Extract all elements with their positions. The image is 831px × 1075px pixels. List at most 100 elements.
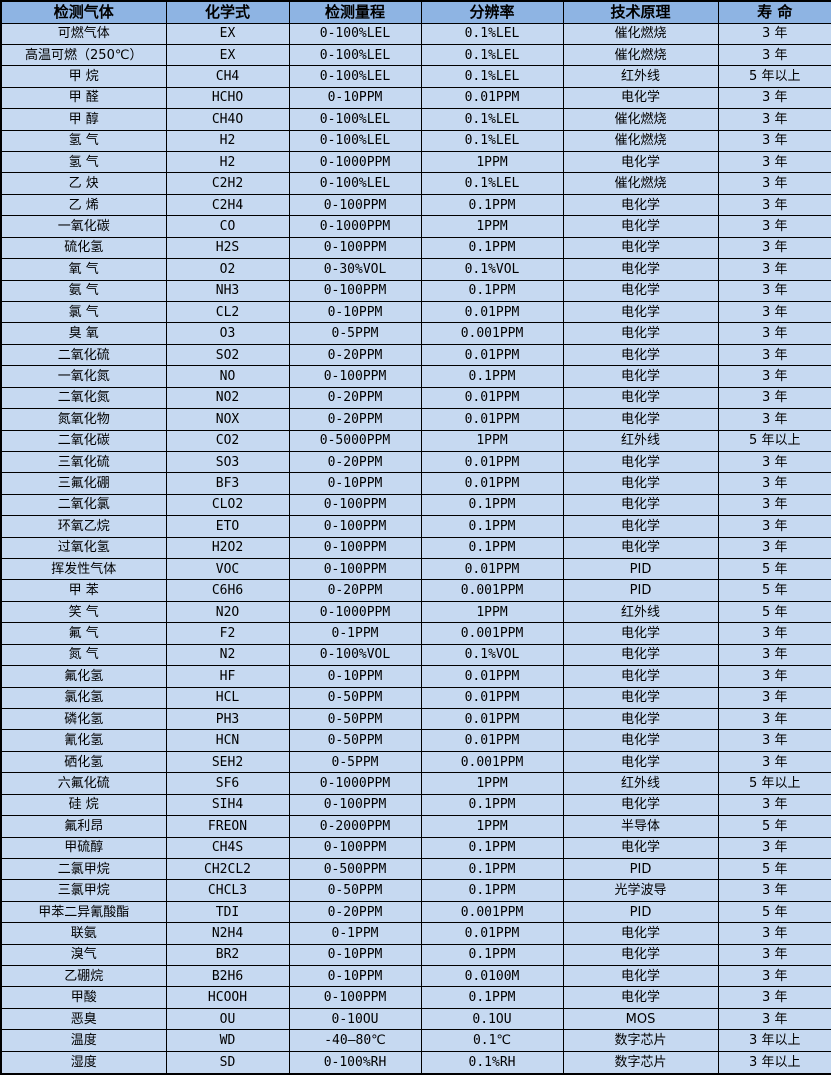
table-cell: 数字芯片: [562, 1050, 719, 1075]
table-cell: 0.01PPM: [420, 729, 564, 752]
table-cell: O2: [165, 258, 290, 281]
table-cell: 3 年: [717, 408, 831, 431]
table-cell: 3 年以上: [717, 1029, 831, 1052]
table-cell: 红外线: [562, 65, 719, 88]
table-row: 溴气 BR2 0-10PPM 0.1PPM 电化学 3 年: [0, 943, 831, 967]
table-cell: 0-5000PPM: [288, 429, 422, 452]
table-cell: 一氧化碳: [0, 215, 167, 238]
table-cell: 二氯甲烷: [0, 857, 167, 881]
table-cell: 3 年: [717, 22, 831, 45]
table-cell: 0-100PPM: [288, 836, 422, 859]
table-cell: CH4: [165, 65, 290, 88]
table-cell: 3 年: [717, 450, 831, 474]
table-cell: 5 年: [717, 579, 831, 602]
table-cell: 臭 氧: [0, 322, 167, 345]
table-cell: 0-1000PPM: [288, 772, 422, 795]
table-cell: 5 年以上: [717, 772, 831, 795]
table-cell: 电化学: [562, 729, 719, 752]
table-cell: 0-100PPM: [288, 515, 422, 538]
table-cell: 0-2000PPM: [288, 815, 422, 838]
table-row: 二氧化硫 SO2 0-20PPM 0.01PPM 电化学 3 年: [0, 343, 831, 367]
table-cell: 电化学: [562, 707, 719, 731]
table-cell: 3 年: [717, 707, 831, 731]
table-cell: 电化学: [562, 322, 719, 345]
table-cell: 环氧乙烷: [0, 515, 167, 538]
table-cell: 0-100%VOL: [288, 643, 422, 667]
table-cell: SIH4: [165, 793, 290, 817]
table-cell: 0-20PPM: [288, 579, 422, 602]
table-cell: ETO: [165, 515, 290, 538]
table-cell: 电化学: [562, 215, 719, 238]
table-cell: 3 年: [717, 793, 831, 817]
table-cell: FREON: [165, 815, 290, 838]
table-cell: 3 年: [717, 43, 831, 67]
table-cell: 0-10PPM: [288, 943, 422, 967]
table-cell: 5 年以上: [717, 65, 831, 88]
table-cell: 0-5PPM: [288, 322, 422, 345]
table-cell: 1PPM: [420, 429, 564, 452]
table-row: 甲 烷 CH4 0-100%LEL 0.1%LEL 红外线 5 年以上: [0, 65, 831, 88]
table-cell: 0-100PPM: [288, 236, 422, 260]
table-cell: 硒化氢: [0, 750, 167, 774]
table-cell: 0-100PPM: [288, 986, 422, 1009]
table-cell: H2O2: [165, 536, 290, 560]
table-cell: 电化学: [562, 493, 719, 517]
table-cell: 乙硼烷: [0, 965, 167, 988]
table-cell: 0.1PPM: [420, 365, 564, 388]
table-row: 挥发性气体 VOC 0-100PPM 0.01PPM PID 5 年: [0, 558, 831, 581]
table-cell: 0.001PPM: [420, 579, 564, 602]
table-cell: 甲硫醇: [0, 836, 167, 859]
table-cell: 二氧化氮: [0, 386, 167, 410]
table-cell: 0.1PPM: [420, 793, 564, 817]
table-cell: 0-20PPM: [288, 450, 422, 474]
table-cell: HCL: [165, 686, 290, 710]
table-cell: PID: [562, 579, 719, 602]
table-row: 二氧化氯 CLO2 0-100PPM 0.1PPM 电化学 3 年: [0, 493, 831, 517]
table-cell: 电化学: [562, 343, 719, 367]
table-cell: TDI: [165, 900, 290, 924]
table-cell: 0-100%RH: [288, 1050, 422, 1075]
table-row: 甲硫醇 CH4S 0-100PPM 0.1PPM 电化学 3 年: [0, 836, 831, 859]
table-cell: 甲 醇: [0, 108, 167, 131]
table-row: 氟化氢 HF 0-10PPM 0.01PPM 电化学 3 年: [0, 665, 831, 688]
table-cell: 0.01PPM: [420, 450, 564, 474]
table-cell: 0.001PPM: [420, 900, 564, 924]
column-header: 化学式: [165, 0, 290, 24]
table-cell: 3 年: [717, 172, 831, 195]
table-row: 乙 炔 C2H2 0-100%LEL 0.1%LEL 催化燃烧 3 年: [0, 172, 831, 195]
table-cell: 0-20PPM: [288, 386, 422, 410]
table-cell: PID: [562, 558, 719, 581]
table-cell: 氢 气: [0, 129, 167, 153]
table-cell: 0.1%RH: [420, 1050, 564, 1075]
table-cell: 0-50PPM: [288, 879, 422, 902]
table-cell: 5 年: [717, 600, 831, 624]
table-cell: 3 年: [717, 129, 831, 153]
table-cell: 0.01PPM: [420, 686, 564, 710]
table-cell: 电化学: [562, 836, 719, 859]
table-row: 氨 气 NH3 0-100PPM 0.1PPM 电化学 3 年: [0, 279, 831, 302]
table-cell: 0.1PPM: [420, 193, 564, 217]
table-cell: 0-500PPM: [288, 857, 422, 881]
table-cell: SO3: [165, 450, 290, 474]
table-cell: 0.01PPM: [420, 472, 564, 495]
table-cell: 0.1PPM: [420, 279, 564, 302]
table-cell: 三氟化硼: [0, 472, 167, 495]
table-cell: 电化学: [562, 472, 719, 495]
table-cell: 3 年: [717, 986, 831, 1009]
table-cell: 电化学: [562, 686, 719, 710]
table-row: 氢 气 H2 0-1000PPM 1PPM 电化学 3 年: [0, 151, 831, 174]
table-cell: NOX: [165, 408, 290, 431]
table-cell: 3 年: [717, 322, 831, 345]
table-cell: 3 年: [717, 108, 831, 131]
table-cell: 电化学: [562, 922, 719, 945]
table-cell: 一氧化氮: [0, 365, 167, 388]
table-cell: 氯 气: [0, 300, 167, 324]
table-cell: C2H2: [165, 172, 290, 195]
table-cell: 0-10PPM: [288, 86, 422, 110]
table-cell: 催化燃烧: [562, 22, 719, 45]
table-cell: 电化学: [562, 643, 719, 667]
table-row: 温度 WD -40—80℃ 0.1℃ 数字芯片 3 年以上: [0, 1029, 831, 1052]
table-cell: 0.1%LEL: [420, 172, 564, 195]
table-cell: 1PPM: [420, 815, 564, 838]
column-header: 检测量程: [288, 0, 422, 24]
